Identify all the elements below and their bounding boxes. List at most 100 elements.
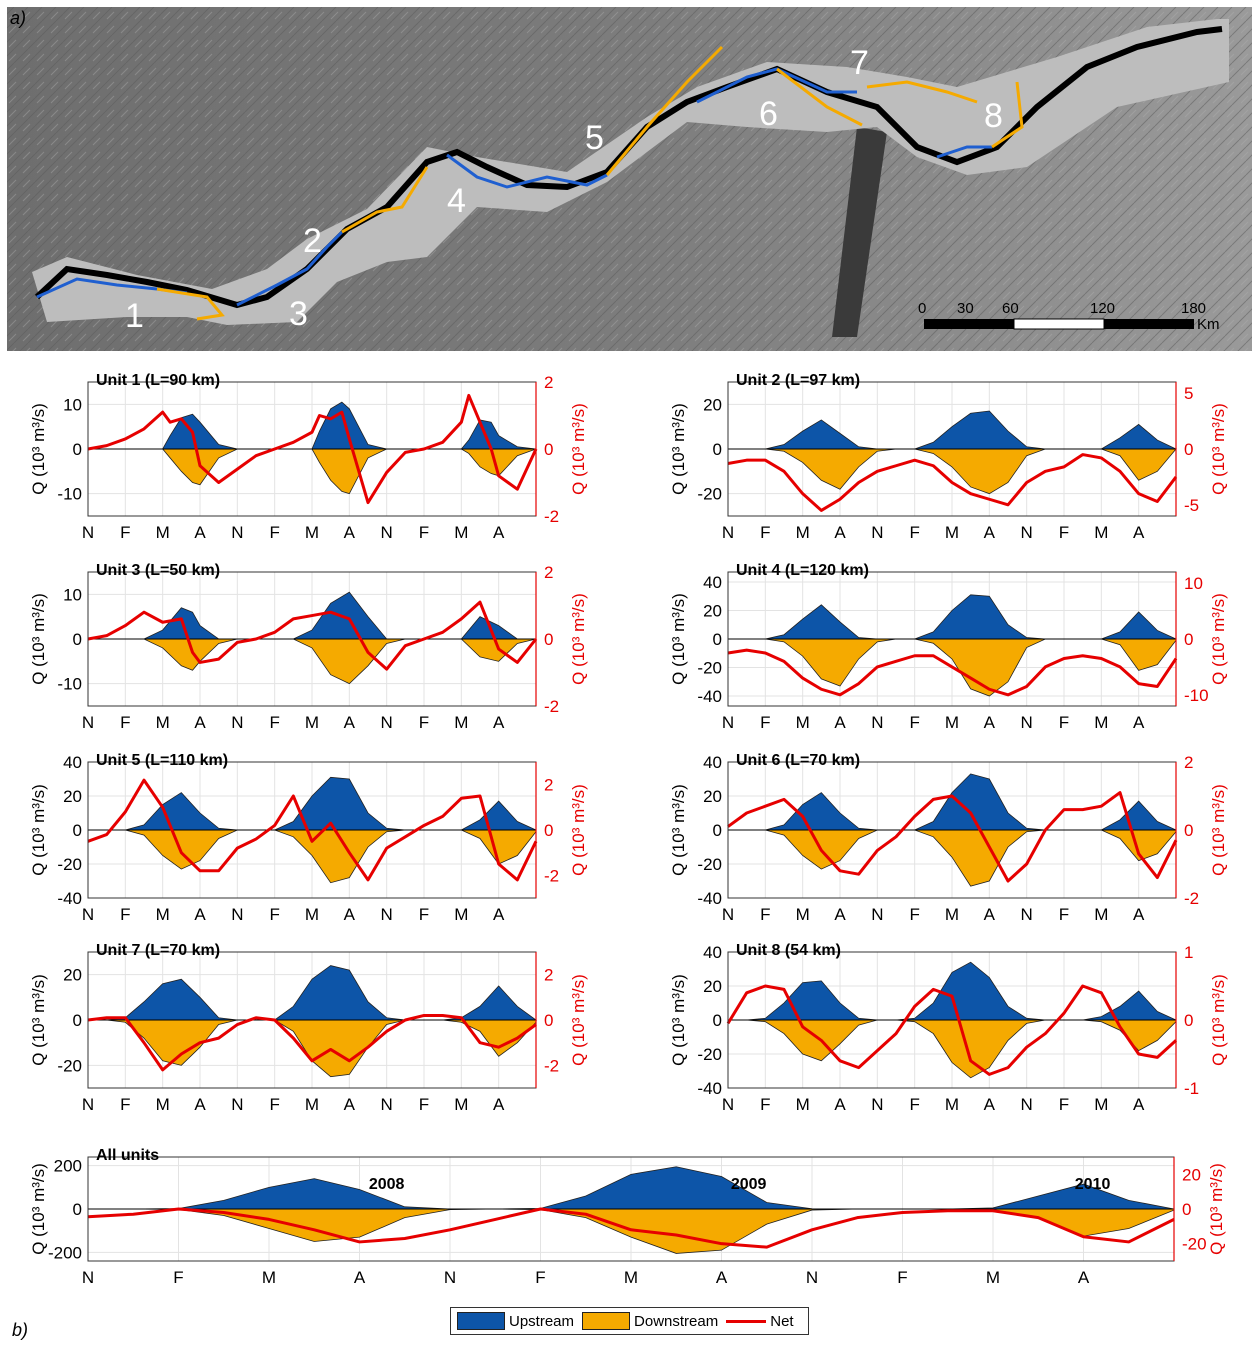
- xtick: M: [796, 1095, 810, 1114]
- xtick: M: [156, 523, 170, 542]
- ytick-left: -40: [697, 687, 722, 706]
- ytick-right: 0: [1184, 1011, 1193, 1030]
- scale-tick-60: 60: [1002, 300, 1019, 317]
- ylabel-left: Q (10³ m³/s): [29, 784, 48, 876]
- xtick: M: [156, 713, 170, 732]
- xtick: N: [82, 713, 94, 732]
- chart-title: Unit 1 (L=90 km): [96, 372, 220, 389]
- xtick: A: [194, 713, 206, 732]
- ytick-left: 20: [703, 787, 722, 806]
- ytick-left: -20: [697, 659, 722, 678]
- xtick: N: [871, 523, 883, 542]
- ytick-left: -10: [57, 485, 82, 504]
- area-downstream: [88, 1019, 537, 1078]
- xtick: N: [82, 1268, 94, 1287]
- chart-title: Unit 6 (L=70 km): [736, 752, 860, 769]
- xtick: A: [194, 905, 206, 924]
- ylabel-right: Q (10³ m³/s): [1209, 974, 1228, 1066]
- ylabel-right: Q (10³ m³/s): [1207, 1163, 1226, 1255]
- ytick-right: 0: [544, 440, 553, 459]
- ytick-left: -200: [48, 1243, 82, 1262]
- chart-title: Unit 5 (L=110 km): [96, 752, 228, 769]
- ytick-left: -10: [57, 675, 82, 694]
- area-upstream: [88, 401, 537, 450]
- xtick: N: [871, 905, 883, 924]
- xtick: A: [834, 905, 846, 924]
- xtick: F: [120, 905, 130, 924]
- xtick: M: [1094, 523, 1108, 542]
- unit-label-4: 4: [447, 182, 466, 220]
- ytick-right: 2: [544, 563, 553, 582]
- xtick: M: [796, 523, 810, 542]
- xtick: F: [120, 1095, 130, 1114]
- reach-2-downstream: [341, 166, 429, 234]
- xtick: N: [444, 1268, 456, 1287]
- ytick-left: 40: [703, 753, 722, 772]
- ylabel-left: Q (10³ m³/s): [669, 593, 688, 685]
- legend-label-net: Net: [770, 1312, 794, 1330]
- chart-unit-8: -40 -20 0 20 40 -1 0 1 N F M A N F M A N F M A Unit 8 (54 km…: [669, 942, 1228, 1114]
- scale-tick-30: 30: [957, 300, 974, 317]
- xtick: M: [262, 1268, 276, 1287]
- xtick: A: [984, 713, 996, 732]
- legend-label-upstream: Upstream: [509, 1312, 575, 1330]
- legend-swatch-downstream: [582, 1312, 631, 1330]
- xtick: A: [716, 1268, 728, 1287]
- scale-unit: Km: [1197, 316, 1220, 333]
- xtick: M: [1094, 713, 1108, 732]
- chart-title: Unit 4 (L=120 km): [736, 562, 869, 579]
- xtick: F: [760, 523, 770, 542]
- xtick: F: [419, 713, 429, 732]
- ytick-left: 0: [73, 821, 82, 840]
- line-net: [726, 984, 1178, 1076]
- xtick: N: [722, 1095, 734, 1114]
- xtick: F: [909, 523, 919, 542]
- unit-labels: 1 2 3 4 5 6 7 8: [125, 44, 1003, 335]
- xtick: F: [897, 1268, 907, 1287]
- xtick: A: [834, 1095, 846, 1114]
- xtick: M: [156, 1095, 170, 1114]
- ytick-left: 10: [63, 395, 82, 414]
- ytick-left: 20: [63, 966, 82, 985]
- ylabel-left: Q (10³ m³/s): [669, 784, 688, 876]
- ytick-right: 2: [544, 776, 553, 795]
- ytick-right: -2: [544, 1056, 559, 1075]
- xtick: A: [1133, 713, 1145, 732]
- line-net: [87, 1207, 1175, 1249]
- ytick-left: 40: [703, 573, 722, 592]
- ytick-right: -2: [544, 697, 559, 716]
- chart-title: Unit 3 (L=50 km): [96, 562, 220, 579]
- panel-label-a: a): [10, 8, 27, 28]
- line-net: [727, 791, 1178, 883]
- legend-line-net: [726, 1319, 767, 1323]
- ylabel-right: Q (10³ m³/s): [1209, 593, 1228, 685]
- ytick-left: 20: [703, 977, 722, 996]
- xtick: F: [760, 1095, 770, 1114]
- scale-tick-120: 120: [1090, 300, 1115, 317]
- xtick: N: [1021, 905, 1033, 924]
- xtick: F: [909, 713, 919, 732]
- unit-label-7: 7: [850, 44, 869, 82]
- xtick: M: [945, 1095, 959, 1114]
- xtick: A: [344, 1095, 356, 1114]
- ytick-left: 200: [54, 1157, 82, 1176]
- xtick: F: [269, 713, 279, 732]
- ytick-left: 0: [73, 1011, 82, 1030]
- scale-tick-180: 180: [1181, 300, 1206, 317]
- ytick-right: 0: [544, 821, 553, 840]
- xtick: F: [1059, 713, 1069, 732]
- xtick: N: [381, 1095, 393, 1114]
- area-downstream: [728, 829, 1177, 887]
- line-net: [727, 453, 1178, 512]
- xtick: N: [231, 905, 243, 924]
- line-net: [87, 1013, 537, 1072]
- xtick: M: [156, 905, 170, 924]
- xtick: A: [1133, 523, 1145, 542]
- xtick: M: [796, 713, 810, 732]
- area-downstream: [728, 448, 1177, 495]
- xtick: N: [381, 905, 393, 924]
- xtick: A: [344, 905, 356, 924]
